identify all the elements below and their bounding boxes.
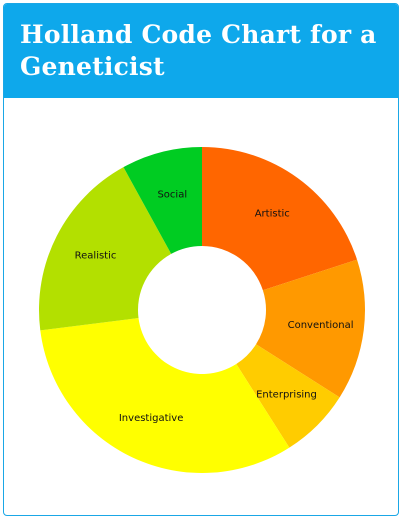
slice-label-artistic: Artistic xyxy=(255,208,290,219)
page-title: Holland Code Chart for a Geneticist xyxy=(20,20,377,81)
slice-investigative[interactable] xyxy=(40,318,290,474)
card-header: Holland Code Chart for a Geneticist xyxy=(4,4,398,98)
slice-conventional[interactable] xyxy=(256,259,365,398)
chart-card: Holland Code Chart for a Geneticist Arti… xyxy=(3,3,399,516)
slice-artistic[interactable] xyxy=(202,147,358,291)
slice-label-realistic: Realistic xyxy=(75,251,117,262)
slice-social[interactable] xyxy=(123,147,202,254)
slice-label-enterprising: Enterprising xyxy=(256,389,317,400)
slice-enterprising[interactable] xyxy=(236,344,340,448)
slice-label-social: Social xyxy=(157,189,187,200)
chart-area: Artistic Conventional Enterprising Investig… xyxy=(4,98,398,515)
donut-chart: Artistic Conventional Enterprising Investig… xyxy=(38,147,365,474)
slice-label-conventional: Conventional xyxy=(288,320,354,331)
slice-realistic[interactable] xyxy=(38,167,172,331)
slice-label-investigative: Investigative xyxy=(119,413,184,424)
